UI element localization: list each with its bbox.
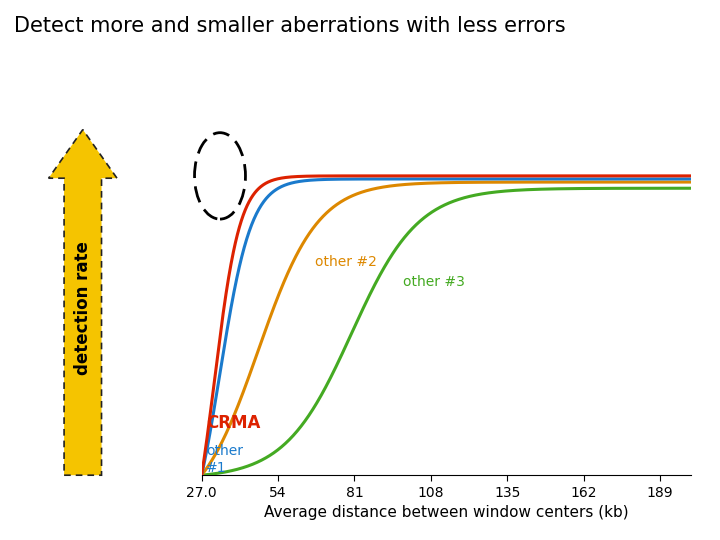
Text: CRMA: CRMA	[206, 414, 260, 432]
Text: detection rate: detection rate	[73, 241, 92, 375]
Text: other #2: other #2	[315, 255, 377, 269]
Text: other #3: other #3	[402, 275, 464, 289]
Text: other
#1: other #1	[206, 444, 243, 475]
Text: Detect more and smaller aberrations with less errors: Detect more and smaller aberrations with…	[14, 16, 566, 36]
X-axis label: Average distance between window centers (kb): Average distance between window centers …	[264, 505, 629, 520]
